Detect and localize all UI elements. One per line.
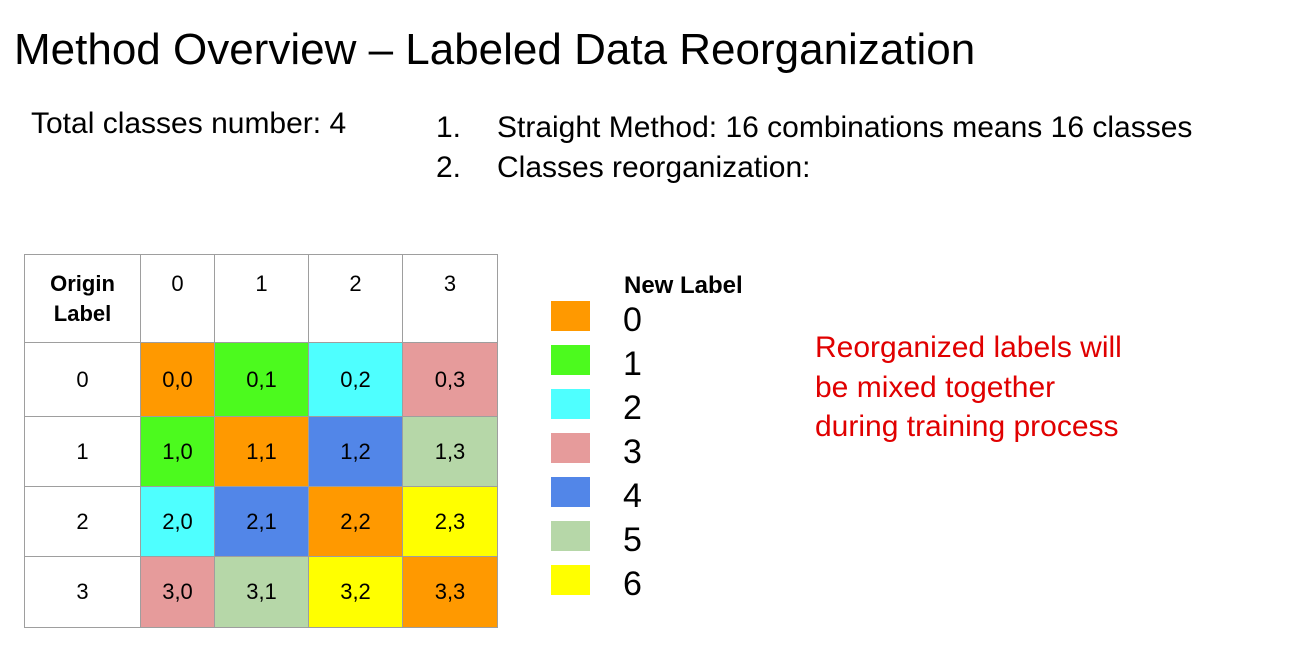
combination-cell: 0,0	[140, 342, 215, 417]
row-header: 3	[24, 556, 141, 628]
table-header-row: Origin Label 0 1 2 3	[24, 254, 498, 343]
legend-label: 0	[623, 301, 642, 339]
note-line: be mixed together	[815, 370, 1056, 404]
steps-list: 1. Straight Method: 16 combinations mean…	[436, 108, 1192, 188]
corner-line: Label	[53, 301, 112, 326]
combination-cell: 1,3	[402, 416, 498, 487]
label-combination-table: Origin Label 0 1 2 3 0 0,0 0,1 0,2 0,3 1…	[24, 254, 498, 628]
corner-line: Origin	[50, 271, 115, 296]
step-text: Classes reorganization:	[497, 151, 811, 184]
step-text: Straight Method: 16 combinations means 1…	[497, 111, 1193, 144]
combination-cell: 2,0	[140, 486, 215, 557]
combination-cell: 3,1	[214, 556, 309, 628]
combination-cell: 0,1	[214, 342, 309, 417]
color-swatch	[551, 389, 590, 419]
combination-cell: 0,3	[402, 342, 498, 417]
color-swatch	[551, 565, 590, 595]
color-swatch	[551, 521, 590, 551]
combination-cell: 3,2	[308, 556, 403, 628]
page-title: Method Overview – Labeled Data Reorganiz…	[14, 25, 976, 74]
combination-cell: 1,2	[308, 416, 403, 487]
row-header: 0	[24, 342, 141, 417]
column-header: 1	[214, 254, 309, 343]
combination-cell: 3,0	[140, 556, 215, 628]
combination-cell: 2,2	[308, 486, 403, 557]
total-classes-text: Total classes number: 4	[31, 107, 347, 140]
row-header: 2	[24, 486, 141, 557]
table-row: 0 0,0 0,1 0,2 0,3	[24, 342, 498, 417]
combination-cell: 1,0	[140, 416, 215, 487]
column-header: 2	[308, 254, 403, 343]
step-item: 2. Classes reorganization:	[436, 148, 1192, 188]
combination-cell: 2,3	[402, 486, 498, 557]
combination-cell: 0,2	[308, 342, 403, 417]
color-swatch	[551, 477, 590, 507]
legend-label: 1	[623, 345, 642, 383]
table-row: 1 1,0 1,1 1,2 1,3	[24, 416, 498, 487]
legend-label: 2	[623, 389, 642, 427]
combination-cell: 3,3	[402, 556, 498, 628]
origin-label-header: Origin Label	[24, 254, 141, 343]
column-header: 3	[402, 254, 498, 343]
step-item: 1. Straight Method: 16 combinations mean…	[436, 108, 1192, 148]
note-line: Reorganized labels will	[815, 331, 1122, 364]
row-header: 1	[24, 416, 141, 487]
note-line: during training process	[815, 410, 1119, 443]
legend-label: 5	[623, 521, 642, 559]
step-number: 1.	[436, 111, 462, 144]
color-swatch	[551, 345, 590, 375]
legend-label: 6	[623, 565, 642, 603]
table-row: 2 2,0 2,1 2,2 2,3	[24, 486, 498, 557]
color-swatch	[551, 301, 590, 331]
color-swatch	[551, 433, 590, 463]
combination-cell: 1,1	[214, 416, 309, 487]
table-row: 3 3,0 3,1 3,2 3,3	[24, 556, 498, 628]
legend-label: 4	[623, 477, 642, 515]
training-note: Reorganized labels will be mixed togethe…	[815, 328, 1215, 447]
step-number: 2.	[436, 151, 462, 184]
combination-cell: 2,1	[214, 486, 309, 557]
column-header: 0	[140, 254, 215, 343]
legend-title: New Label	[624, 272, 743, 299]
legend-label: 3	[623, 433, 642, 471]
